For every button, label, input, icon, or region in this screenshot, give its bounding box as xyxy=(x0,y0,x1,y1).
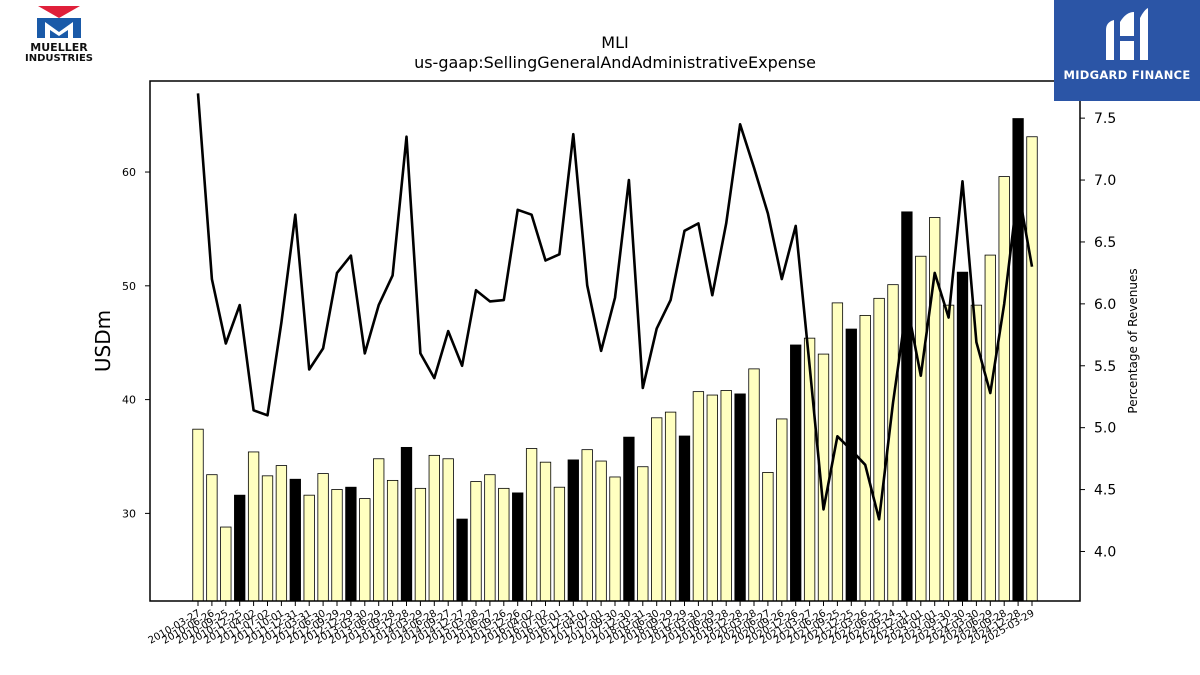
bar-2019-12-28 xyxy=(734,393,746,602)
bar-2017-04-01 xyxy=(581,449,593,602)
y-axis-left-ticks: 30 40 50 60 xyxy=(122,166,150,520)
bar-2023-09-30 xyxy=(942,304,955,602)
bar-2015-06-27 xyxy=(484,474,496,602)
bar-2013-12-28 xyxy=(400,446,413,602)
bar-2018-06-30 xyxy=(651,417,663,602)
y-right-tick-label: 4.0 xyxy=(1094,544,1116,560)
bar-2012-06-30 xyxy=(317,473,329,602)
mueller-industries-logo: MUELLER INDUSTRIES xyxy=(18,6,100,66)
bar-2024-03-30 xyxy=(970,304,983,602)
bar-2016-12-31 xyxy=(567,459,579,602)
percentage-line xyxy=(196,93,1034,521)
mueller-emblem-icon xyxy=(37,6,81,38)
bar-2019-09-28 xyxy=(720,390,732,602)
logo-left-line1: MUELLER xyxy=(30,41,88,54)
bar-2023-12-30 xyxy=(956,271,969,602)
bar-2011-12-31 xyxy=(289,478,301,602)
bar-2013-06-29 xyxy=(373,458,385,602)
y-left-tick-label: 40 xyxy=(122,394,136,407)
chart-subtitle: us-gaap:SellingGeneralAndAdministrativeE… xyxy=(414,53,816,72)
bar-2017-12-30 xyxy=(623,436,635,602)
y-right-tick-label: 6.5 xyxy=(1094,235,1116,251)
bar-2011-10-01 xyxy=(275,465,288,602)
bar-2010-06-26 xyxy=(206,474,218,602)
plot-frame xyxy=(149,80,1081,602)
midgard-finance-logo: MIDGARD FINANCE xyxy=(1054,0,1200,101)
y-right-tick-label: 4.5 xyxy=(1094,483,1116,499)
bar-2014-06-28 xyxy=(428,454,440,602)
y-left-tick-label: 30 xyxy=(122,507,136,520)
chart-title: MLI xyxy=(601,33,628,52)
bar-2016-04-02 xyxy=(525,448,538,602)
bar-2018-09-29 xyxy=(664,411,677,602)
bar-2023-04-01 xyxy=(915,255,927,602)
bar-2015-09-26 xyxy=(498,487,510,602)
bar-2021-12-25 xyxy=(845,328,857,602)
midgard-emblem-icon xyxy=(1106,8,1148,60)
y-axis-left-label: USDm xyxy=(91,310,115,372)
bar-2013-09-28 xyxy=(386,479,399,602)
bar-2011-04-02 xyxy=(247,451,260,602)
bar-2013-03-30 xyxy=(359,498,371,602)
bar-2022-12-31 xyxy=(901,211,913,602)
bar-2025-03-29 xyxy=(1026,136,1038,602)
bar-2010-03-27 xyxy=(192,428,204,602)
y-right-tick-label: 5.0 xyxy=(1094,421,1116,437)
y-axis-right-ticks: 4.0 4.5 5.0 5.5 6.0 6.5 7.0 7.5 xyxy=(1080,111,1116,560)
bar-2015-03-28 xyxy=(470,481,482,602)
bar-2010-12-25 xyxy=(234,494,246,602)
bar-2014-09-27 xyxy=(442,458,454,602)
bar-2017-07-01 xyxy=(595,460,607,602)
bar-2014-03-29 xyxy=(414,487,427,602)
bar-2019-06-29 xyxy=(706,394,718,602)
bar-2018-12-29 xyxy=(678,435,691,602)
y-axis-right-label: Percentage of Revenues xyxy=(1126,268,1140,413)
bar-2011-07-02 xyxy=(261,475,274,602)
bar-2024-06-29 xyxy=(984,254,996,602)
x-axis-ticks: 2010-03-272010-06-262010-09-252010-12-25… xyxy=(147,601,1037,647)
y-right-tick-label: 6.0 xyxy=(1094,297,1116,313)
y-left-tick-label: 60 xyxy=(122,166,136,179)
bar-2024-09-28 xyxy=(998,176,1010,602)
bar-2018-03-31 xyxy=(637,466,649,602)
y-left-tick-label: 50 xyxy=(122,280,136,293)
bar-2012-03-31 xyxy=(303,494,315,602)
bar-2020-12-26 xyxy=(790,344,802,602)
bar-2014-12-27 xyxy=(456,518,468,602)
y-right-tick-label: 7.0 xyxy=(1094,173,1116,189)
logo-right-text: MIDGARD FINANCE xyxy=(1063,68,1191,82)
bar-2010-09-25 xyxy=(220,526,232,602)
bar-2020-03-28 xyxy=(748,368,760,602)
bar-2022-06-25 xyxy=(873,297,885,602)
bar-series xyxy=(192,118,1038,602)
bar-2020-09-26 xyxy=(776,418,788,602)
y-right-tick-label: 7.5 xyxy=(1094,111,1116,127)
bar-2015-12-26 xyxy=(512,492,524,602)
logo-left-line2: INDUSTRIES xyxy=(25,53,93,64)
bar-2019-03-30 xyxy=(692,391,705,602)
bar-2012-12-29 xyxy=(345,486,357,602)
bar-2017-09-30 xyxy=(609,476,621,602)
bar-2020-06-27 xyxy=(762,472,774,602)
bar-2012-09-29 xyxy=(331,489,343,602)
bar-2022-03-26 xyxy=(859,314,871,602)
bar-2016-07-02 xyxy=(539,461,552,602)
bar-2016-10-01 xyxy=(553,486,566,602)
y-right-tick-label: 5.5 xyxy=(1094,359,1116,375)
